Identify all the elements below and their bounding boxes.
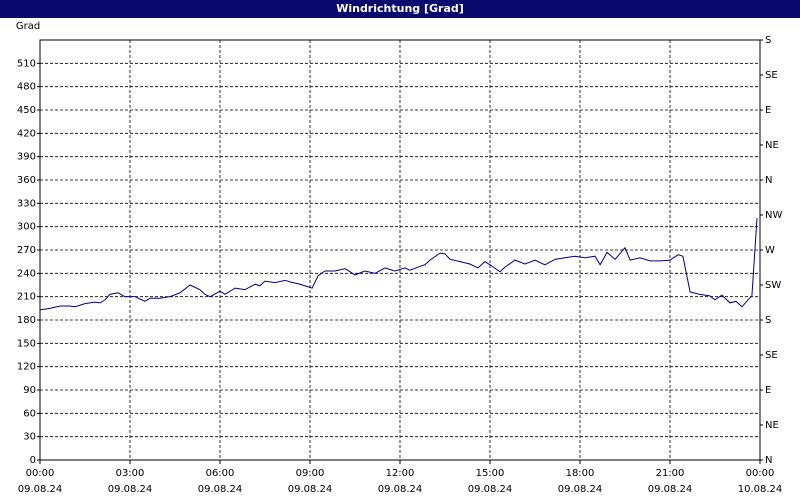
x-tick-label: 15:00 [476,468,505,479]
y2-tick-label: E [765,105,771,116]
x-tick-label: 09:00 [296,468,325,479]
y-tick-label: 330 [17,198,36,209]
title-bar: Windrichtung [Grad] [0,0,800,18]
x-tick-date: 09.08.24 [468,484,513,495]
y-tick-label: 480 [17,82,36,93]
x-tick-label: 06:00 [206,468,235,479]
y-tick-label: 420 [17,128,36,139]
y2-tick-label: NE [765,140,779,151]
x-tick-date: 09.08.24 [558,484,603,495]
y-tick-label: 360 [17,175,36,186]
chart: Grad 0 30 60 90 120 150 180 210 240 270 300 330 360 3… [16,21,783,495]
x-tick-label: 03:00 [116,468,145,479]
y-tick-label: 210 [17,292,36,303]
y-axis-label: Grad [16,21,40,32]
x-tick-label: 00:00 [26,468,55,479]
y-tick-label: 510 [17,58,36,69]
x-tick-date: 09.08.24 [18,484,63,495]
y2-tick-label: N [765,175,772,186]
x-tick-label: 12:00 [386,468,415,479]
y2-tick-label: E [765,385,771,396]
x-tick-date: 09.08.24 [378,484,423,495]
x-tick-label: 21:00 [656,468,685,479]
y-tick-label: 90 [23,385,36,396]
x-tick-label: 00:00 [746,468,775,479]
y-tick-label: 30 [23,432,36,443]
data-line [39,218,758,311]
y-tick-label: 390 [17,152,36,163]
y2-tick-label: NE [765,420,779,431]
y-tick-label: 180 [17,315,36,326]
y2-tick-label: SW [765,280,781,291]
y2-tick-label: SE [765,350,778,361]
x-tick-date: 09.08.24 [108,484,153,495]
y2-tick-label: NW [765,210,782,221]
x-tick-date: 09.08.24 [648,484,693,495]
x-tick-date: 10.08.24 [738,484,783,495]
y-tick-label: 300 [17,222,36,233]
x-tick-date: 09.08.24 [288,484,333,495]
y-tick-label: 120 [17,362,36,373]
y-tick-label: 270 [17,245,36,256]
x-tick-label: 18:00 [566,468,595,479]
y-tick-label: 450 [17,105,36,116]
y2-tick-label: S [765,315,771,326]
x-tick-date: 09.08.24 [198,484,243,495]
y2-tick-label: N [765,455,772,466]
y-tick-label: 150 [17,338,36,349]
y2-tick-label: W [765,245,775,256]
y-tick-label: 0 [30,455,36,466]
y-tick-label: 60 [23,408,36,419]
y2-tick-label: SE [765,70,778,81]
y-tick-label: 240 [17,268,36,279]
y2-tick-label: S [765,35,771,46]
